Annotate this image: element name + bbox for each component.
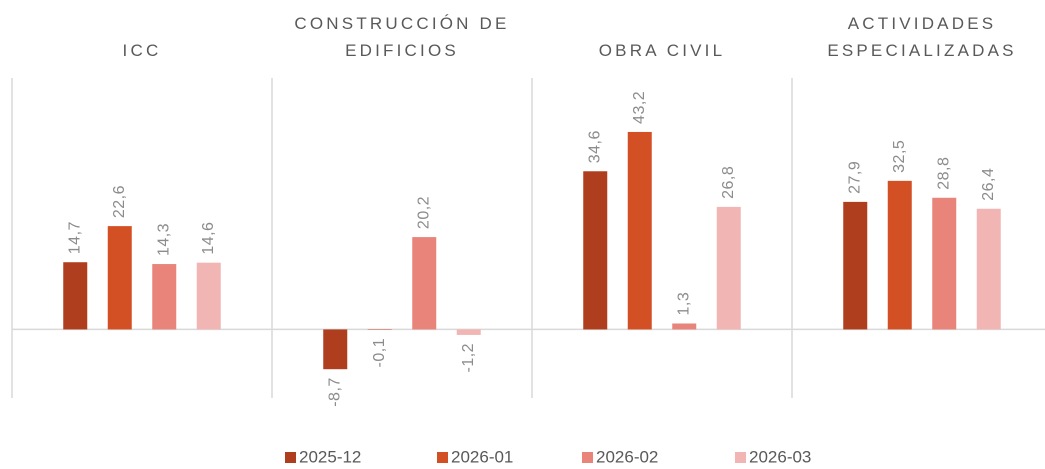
value-label: 26,4 [980,168,997,201]
value-label: 22,6 [111,185,128,218]
legend-label: 2025-12 [299,447,361,466]
bar [627,131,652,330]
legend-swatch [285,452,296,463]
value-label: -1,2 [460,343,477,373]
bar [323,329,348,370]
bar [843,201,868,330]
category-label: OBRA CIVIL [598,41,726,60]
value-label: -8,7 [326,377,343,407]
bar [196,262,221,330]
value-label: 14,7 [66,221,83,254]
bar [583,171,608,330]
value-label: 14,6 [200,222,217,255]
bar [672,323,697,330]
bar [887,180,912,330]
legend-swatch [437,452,448,463]
legend-swatch [735,452,746,463]
bar [456,329,481,335]
bar [63,262,88,330]
value-label: 14,3 [155,223,172,256]
bar [107,226,132,330]
bar [412,237,437,330]
legend-label: 2026-02 [596,447,658,466]
value-label: 28,8 [935,157,952,190]
value-label: 34,6 [586,130,603,163]
value-label: 20,2 [415,196,432,229]
legend-label: 2026-01 [451,447,513,466]
legend-swatch [582,452,593,463]
bar [932,197,957,330]
bar [716,206,741,330]
value-label: 27,9 [846,161,863,194]
legend-label: 2026-03 [749,447,811,466]
bar [976,208,1001,330]
category-label: CONSTRUCCIÓN DE EDIFICIOS [294,14,510,60]
value-label: 43,2 [631,91,648,124]
category-label: ICC [122,41,162,60]
category-label: ACTIVIDADES ESPECIALIZADAS [827,14,1017,60]
bar [152,264,177,330]
value-label: 26,8 [720,166,737,199]
value-label: 1,3 [675,292,692,316]
value-label: 32,5 [891,140,908,173]
value-label: -0,1 [371,338,388,368]
